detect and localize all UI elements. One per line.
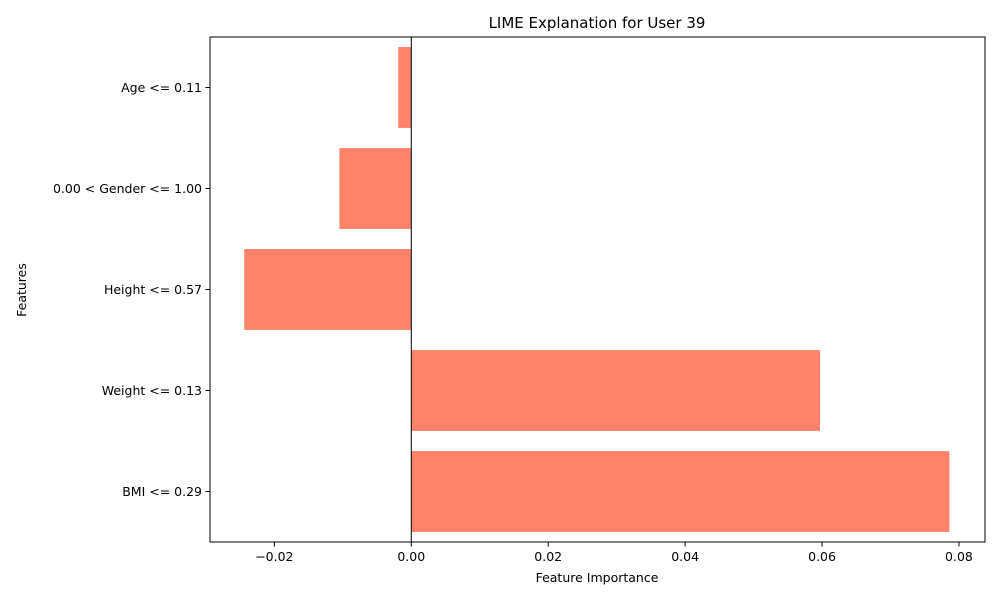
y-tick-label: 0.00 < Gender <= 1.00 <box>53 181 202 196</box>
y-tick-label: Height <= 0.57 <box>104 282 202 297</box>
x-tick-label: 0.00 <box>397 549 425 564</box>
plot-area: −0.02 0.00 0.02 0.04 0.06 0.08 BMI <= 0.29 Weig… <box>53 36 986 564</box>
bar <box>411 451 950 532</box>
x-tick-label: 0.02 <box>534 549 562 564</box>
x-tick-label: 0.06 <box>808 549 836 564</box>
y-tick-label: BMI <= 0.29 <box>122 484 202 499</box>
x-tick-label: 0.04 <box>671 549 699 564</box>
y-tick-label: Weight <= 0.13 <box>102 383 202 398</box>
x-tick-label: 0.08 <box>945 549 973 564</box>
bar <box>398 47 412 128</box>
y-tick-label: Age <= 0.11 <box>121 80 202 95</box>
chart-title: LIME Explanation for User 39 <box>489 14 706 32</box>
bar <box>339 148 412 229</box>
x-axis-label: Feature Importance <box>536 570 659 585</box>
x-tick-label: −0.02 <box>255 549 293 564</box>
bar <box>411 350 821 431</box>
bar <box>244 249 412 330</box>
y-axis-label: Features <box>14 263 29 317</box>
